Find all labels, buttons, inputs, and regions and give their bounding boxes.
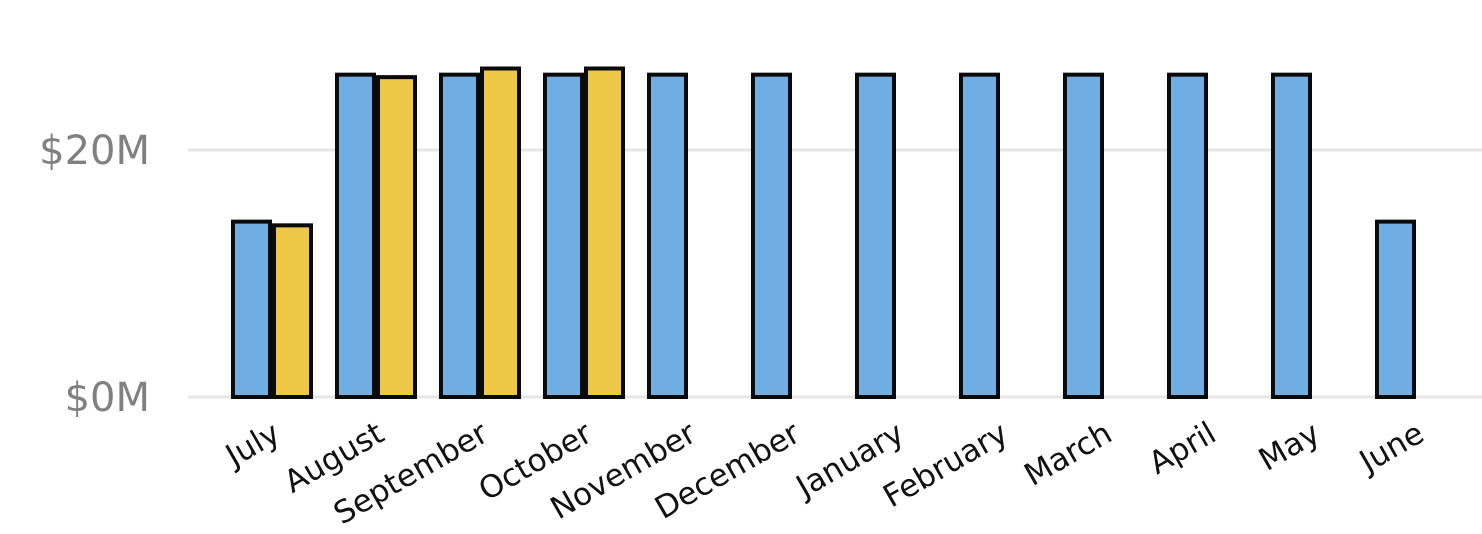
y-axis-ticks: $0M $20M <box>39 128 150 421</box>
bar-february-series-1 <box>959 72 1000 399</box>
bar-may-series-1 <box>1271 72 1312 399</box>
bar-june-series-1 <box>1375 219 1416 399</box>
x-axis-ticks: JulyAugustSeptemberOctoberNovemberDecemb… <box>218 415 1430 532</box>
x-tick-label-june: June <box>1352 415 1430 481</box>
bar-august-series-1 <box>335 72 376 399</box>
bar-august-series-2 <box>376 75 417 399</box>
bar-october-series-2 <box>584 66 625 400</box>
bar-september-series-1 <box>439 72 480 399</box>
bar-november-series-1 <box>647 72 688 399</box>
bar-july-series-1 <box>231 219 272 399</box>
y-tick-label: $0M <box>65 375 150 421</box>
bar-march-series-1 <box>1063 72 1104 399</box>
y-tick-label: $20M <box>39 128 150 174</box>
bar-october-series-1 <box>543 72 584 399</box>
bar-september-series-2 <box>480 66 521 400</box>
bars <box>231 66 1416 400</box>
x-tick-label-april: April <box>1143 415 1222 482</box>
x-tick-label-may: May <box>1253 415 1327 478</box>
x-tick-label-july: July <box>218 415 286 475</box>
bar-january-series-1 <box>855 72 896 399</box>
bar-april-series-1 <box>1167 72 1208 399</box>
bar-july-series-2 <box>272 223 313 399</box>
bar-december-series-1 <box>751 72 792 399</box>
x-tick-label-march: March <box>1018 415 1118 493</box>
